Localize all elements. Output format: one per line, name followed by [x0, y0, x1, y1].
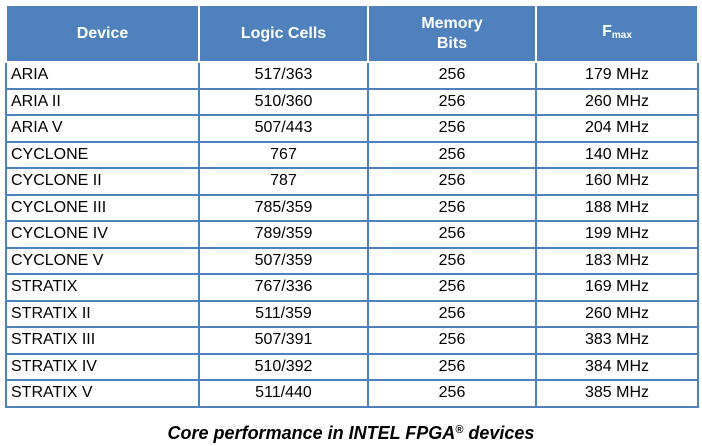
cell-logic-cells: 507/443	[198, 114, 369, 143]
header-logic-cells: Logic Cells	[198, 4, 369, 63]
cell-logic-cells: 511/440	[198, 379, 369, 408]
cell-fmax: 169 MHz	[535, 273, 699, 302]
cell-logic-cells: 787	[198, 167, 369, 196]
cell-fmax: 179 MHz	[535, 61, 699, 90]
cell-fmax: 199 MHz	[535, 220, 699, 249]
cell-device: CYCLONE II	[5, 167, 200, 196]
cell-fmax: 385 MHz	[535, 379, 699, 408]
cell-device: STRATIX IV	[5, 352, 200, 381]
cell-device: STRATIX II	[5, 299, 200, 328]
caption-text-after: devices	[463, 423, 535, 443]
table-row: STRATIX 767/336 256 169 MHz	[5, 273, 699, 302]
table-row: STRATIX V 511/440 256 385 MHz	[5, 379, 699, 408]
cell-device: ARIA	[5, 61, 200, 90]
performance-table-container: Device Logic Cells Memory Bits Fmax ARIA…	[5, 4, 699, 408]
cell-logic-cells: 767	[198, 140, 369, 169]
cell-memory-bits: 256	[367, 273, 537, 302]
table-row: STRATIX III 507/391 256 383 MHz	[5, 326, 699, 355]
header-memory-line1: Memory	[421, 14, 483, 32]
cell-device: STRATIX V	[5, 379, 200, 408]
cell-fmax: 383 MHz	[535, 326, 699, 355]
cell-memory-bits: 256	[367, 246, 537, 275]
cell-memory-bits: 256	[367, 352, 537, 381]
cell-logic-cells: 511/359	[198, 299, 369, 328]
cell-logic-cells: 789/359	[198, 220, 369, 249]
cell-memory-bits: 256	[367, 140, 537, 169]
cell-fmax: 140 MHz	[535, 140, 699, 169]
table-row: ARIA 517/363 256 179 MHz	[5, 61, 699, 90]
cell-memory-bits: 256	[367, 326, 537, 355]
header-fmax-main: F	[602, 22, 612, 40]
cell-fmax: 204 MHz	[535, 114, 699, 143]
cell-fmax: 188 MHz	[535, 193, 699, 222]
cell-device: ARIA V	[5, 114, 200, 143]
table-row: ARIA II 510/360 256 260 MHz	[5, 87, 699, 116]
cell-fmax: 183 MHz	[535, 246, 699, 275]
cell-device: CYCLONE III	[5, 193, 200, 222]
header-fmax: Fmax	[535, 4, 699, 63]
table-row: CYCLONE IV 789/359 256 199 MHz	[5, 220, 699, 249]
performance-table: Device Logic Cells Memory Bits Fmax ARIA…	[5, 4, 699, 408]
cell-memory-bits: 256	[367, 61, 537, 90]
cell-logic-cells: 507/391	[198, 326, 369, 355]
table-header: Device Logic Cells Memory Bits Fmax	[5, 4, 699, 63]
header-fmax-sub: max	[611, 29, 632, 41]
table-body: ARIA 517/363 256 179 MHz ARIA II 510/360 256 26…	[5, 61, 699, 408]
cell-device: CYCLONE V	[5, 246, 200, 275]
cell-logic-cells: 767/336	[198, 273, 369, 302]
cell-logic-cells: 510/360	[198, 87, 369, 116]
table-row: CYCLONE III 785/359 256 188 MHz	[5, 193, 699, 222]
cell-device: STRATIX	[5, 273, 200, 302]
cell-fmax: 384 MHz	[535, 352, 699, 381]
cell-logic-cells: 510/392	[198, 352, 369, 381]
table-caption: Core performance in INTEL FPGA® devices	[0, 418, 702, 445]
table-row: CYCLONE II 787 256 160 MHz	[5, 167, 699, 196]
cell-fmax: 260 MHz	[535, 87, 699, 116]
cell-logic-cells: 507/359	[198, 246, 369, 275]
cell-memory-bits: 256	[367, 299, 537, 328]
header-device: Device	[5, 4, 200, 63]
table-row: STRATIX II 511/359 256 260 MHz	[5, 299, 699, 328]
header-memory-bits: Memory Bits	[367, 4, 537, 63]
cell-memory-bits: 256	[367, 87, 537, 116]
table-row: ARIA V 507/443 256 204 MHz	[5, 114, 699, 143]
table-row: STRATIX IV 510/392 256 384 MHz	[5, 352, 699, 381]
header-memory-line2: Bits	[436, 34, 468, 52]
table-row: CYCLONE V 507/359 256 183 MHz	[5, 246, 699, 275]
cell-memory-bits: 256	[367, 193, 537, 222]
cell-logic-cells: 785/359	[198, 193, 369, 222]
cell-fmax: 260 MHz	[535, 299, 699, 328]
cell-memory-bits: 256	[367, 379, 537, 408]
cell-device: ARIA II	[5, 87, 200, 116]
header-row: Device Logic Cells Memory Bits Fmax	[5, 4, 699, 63]
cell-memory-bits: 256	[367, 167, 537, 196]
cell-device: CYCLONE IV	[5, 220, 200, 249]
cell-device: CYCLONE	[5, 140, 200, 169]
cell-memory-bits: 256	[367, 220, 537, 249]
caption-registered-mark: ®	[455, 424, 464, 436]
cell-logic-cells: 517/363	[198, 61, 369, 90]
caption-text-before: Core performance in INTEL FPGA	[167, 423, 456, 443]
cell-memory-bits: 256	[367, 114, 537, 143]
table-row: CYCLONE 767 256 140 MHz	[5, 140, 699, 169]
cell-fmax: 160 MHz	[535, 167, 699, 196]
cell-device: STRATIX III	[5, 326, 200, 355]
